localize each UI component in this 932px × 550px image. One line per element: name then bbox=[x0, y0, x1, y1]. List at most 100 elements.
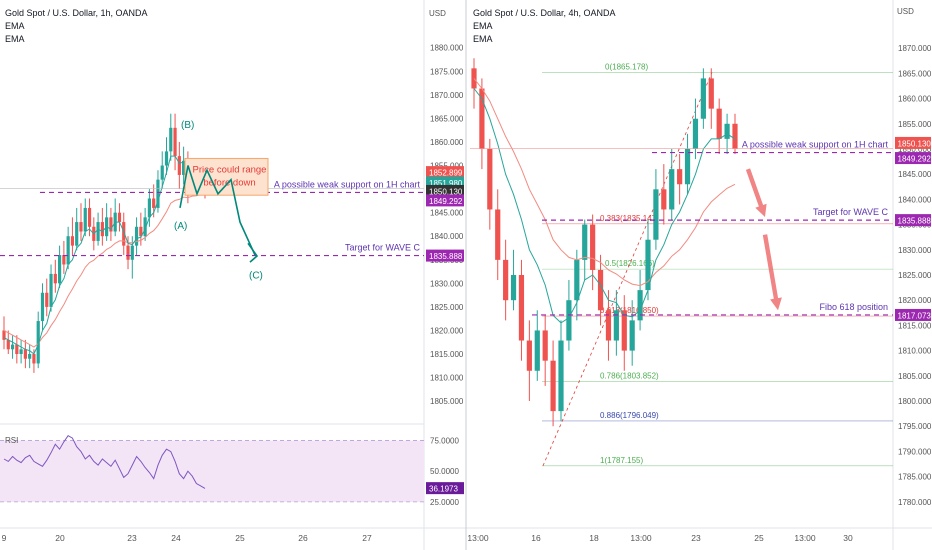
right-candle-body bbox=[621, 310, 627, 351]
left-candle-body bbox=[164, 151, 169, 166]
right-price-tag-bg bbox=[895, 308, 931, 321]
left-candle-body bbox=[66, 236, 70, 265]
right-x-tick-label: 13:00 bbox=[467, 533, 489, 543]
left-candle-body bbox=[79, 222, 83, 232]
left-x-tick-label: 25 bbox=[235, 533, 245, 543]
right-candle-body bbox=[716, 108, 722, 139]
left-price-tag: 1835.888 bbox=[426, 249, 464, 262]
rsi-current-value: 36.1973 bbox=[429, 485, 458, 494]
right-candle-body bbox=[732, 123, 738, 149]
left-y-tick-label: 1805.000 bbox=[430, 397, 464, 406]
left-candle-body bbox=[36, 321, 40, 364]
right-x-tick-label: 18 bbox=[589, 533, 599, 543]
right-level-label: Target for WAVE C bbox=[813, 207, 889, 217]
left-candle-body bbox=[62, 255, 66, 265]
right-y-tick-label: 1850.000 bbox=[898, 145, 932, 154]
left-y-tick-label: 1870.000 bbox=[430, 91, 464, 100]
right-y-tick-label: 1845.000 bbox=[898, 170, 932, 179]
left-wave-projection-path bbox=[179, 165, 256, 256]
right-candle-body bbox=[684, 148, 691, 185]
right-candle-body bbox=[645, 239, 651, 291]
right-x-tick-label: 23 bbox=[691, 533, 701, 543]
left-y-tick-label: 1860.000 bbox=[430, 138, 464, 147]
left-ema-fast-line bbox=[3, 155, 206, 355]
right-price-tag: 1849.292 bbox=[895, 152, 932, 165]
left-weak-support-label: A possible weak support on 1H chart bbox=[274, 179, 421, 189]
right-candle-body bbox=[558, 340, 564, 412]
left-x-tick-label: 23 bbox=[127, 533, 137, 543]
right-candle-body bbox=[534, 330, 540, 371]
left-candle-body bbox=[117, 212, 122, 223]
rsi-tick-label: 50.0000 bbox=[430, 467, 459, 476]
left-price-tag: 1852.899 bbox=[426, 166, 464, 179]
left-candle-body bbox=[147, 198, 152, 218]
right-ema-label: EMA bbox=[473, 34, 493, 44]
left-y-tick-label: 1845.000 bbox=[430, 209, 464, 218]
right-candle-body bbox=[661, 189, 667, 210]
right-candle-body bbox=[605, 310, 612, 341]
right-y-tick-label: 1800.000 bbox=[898, 397, 932, 406]
left-chart-title: Gold Spot / U.S. Dollar, 1h, OANDA bbox=[5, 8, 148, 18]
left-x-tick-label: 20 bbox=[55, 533, 65, 543]
right-currency-label: USD bbox=[897, 7, 914, 16]
right-candle-body bbox=[566, 300, 572, 341]
right-candle-body bbox=[574, 259, 580, 301]
left-chart-pane[interactable]: Gold Spot / U.S. Dollar, 1h, OANDA EMA EMA… bbox=[0, 0, 466, 550]
left-y-tick-label: 1820.000 bbox=[430, 326, 464, 335]
right-y-tick-label: 1865.000 bbox=[898, 69, 932, 78]
left-range-note-line2: before down bbox=[203, 177, 255, 188]
rsi-tick-label: 25.0000 bbox=[430, 498, 459, 507]
right-chart-pane[interactable]: Gold Spot / U.S. Dollar, 4h, OANDA EMA EMA… bbox=[466, 0, 932, 550]
left-candle-body bbox=[152, 198, 156, 208]
right-price-tag-bg bbox=[895, 152, 931, 165]
left-candle-body bbox=[160, 165, 164, 180]
right-x-tick-label: 25 bbox=[754, 533, 764, 543]
right-candle-body bbox=[724, 123, 730, 139]
rsi-line bbox=[3, 435, 206, 489]
right-candle-body bbox=[582, 224, 588, 260]
right-candle-body bbox=[495, 209, 501, 260]
right-x-tick-label: 16 bbox=[531, 533, 541, 543]
left-candle-body bbox=[87, 207, 92, 227]
wave-label-c: (C) bbox=[249, 271, 263, 282]
left-candle-body bbox=[134, 226, 139, 246]
left-candle-body bbox=[23, 349, 27, 359]
left-candle-body bbox=[100, 222, 104, 237]
left-candle-body bbox=[10, 344, 15, 350]
left-ema-label: EMA bbox=[5, 21, 25, 31]
right-candle-body bbox=[653, 189, 659, 240]
right-price-tag: 1835.888 bbox=[895, 214, 931, 227]
left-x-tick-label: 24 bbox=[171, 533, 181, 543]
right-candle-body bbox=[518, 275, 525, 341]
right-candle-body bbox=[629, 320, 635, 351]
wave-label-b: (B) bbox=[181, 120, 194, 131]
right-ema-label: EMA bbox=[473, 21, 493, 31]
right-price-tag-text: 1849.292 bbox=[898, 155, 932, 164]
right-price-tag-text: 1850.130 bbox=[898, 139, 932, 148]
right-y-tick-label: 1830.000 bbox=[898, 246, 932, 255]
left-candle-body bbox=[19, 349, 23, 355]
rsi-current-bg bbox=[426, 482, 464, 495]
right-ema-fast-line bbox=[473, 88, 736, 324]
fib-level-label: 1(1787.155) bbox=[600, 456, 643, 465]
left-currency-label: USD bbox=[429, 9, 446, 18]
left-price-tag-text: 1835.888 bbox=[429, 252, 463, 261]
fib-level-label: 0(1865.178) bbox=[605, 62, 648, 71]
left-candle-body bbox=[40, 292, 45, 322]
left-price-tag-bg bbox=[426, 249, 464, 262]
left-candle-body bbox=[156, 179, 160, 208]
left-x-tick-label: 27 bbox=[362, 533, 372, 543]
right-y-tick-label: 1870.000 bbox=[898, 44, 932, 53]
left-candle-body bbox=[122, 222, 126, 246]
left-y-tick-label: 1865.000 bbox=[430, 114, 464, 123]
left-price-tag-text: 1849.292 bbox=[429, 197, 463, 206]
right-candle-body bbox=[692, 118, 699, 149]
left-candle-body bbox=[96, 222, 100, 241]
left-y-tick-label: 1840.000 bbox=[430, 232, 464, 241]
left-candle-body bbox=[177, 156, 181, 175]
left-wave-arrowhead bbox=[247, 242, 259, 263]
left-candle-body bbox=[15, 344, 19, 355]
right-price-tag: 1850.130 bbox=[895, 136, 932, 149]
left-candle-body bbox=[32, 354, 36, 364]
